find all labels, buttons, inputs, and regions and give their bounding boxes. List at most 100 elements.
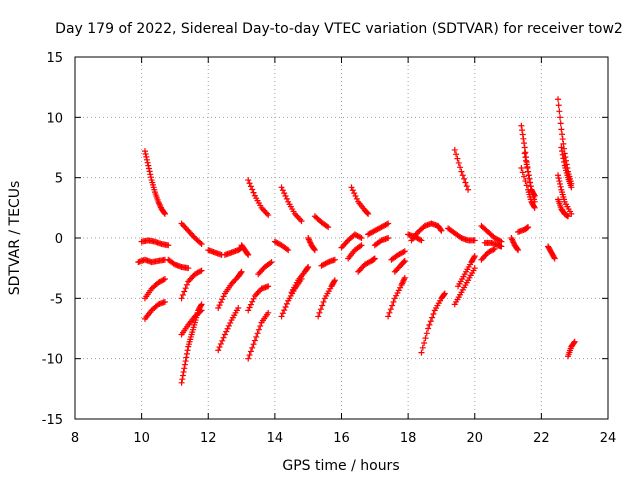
data-point — [391, 295, 398, 302]
data-point — [278, 313, 285, 320]
data-point — [331, 256, 338, 263]
data-point — [249, 344, 256, 351]
series-arc44 — [478, 222, 505, 245]
data-point — [463, 183, 470, 190]
data-point — [184, 347, 191, 354]
data-point — [555, 96, 562, 103]
data-point — [145, 162, 152, 169]
data-point — [224, 325, 231, 332]
data-point — [454, 155, 461, 162]
series-arc17 — [245, 283, 272, 314]
x-axis-label: GPS time / hours — [282, 458, 399, 474]
data-point — [421, 339, 428, 346]
data-point — [523, 182, 530, 189]
data-point — [558, 126, 565, 133]
data-point — [178, 379, 185, 386]
data-point — [556, 108, 563, 115]
data-point — [471, 253, 478, 260]
data-point — [247, 301, 254, 308]
data-point — [265, 283, 272, 290]
y-tick-label: -10 — [42, 353, 63, 368]
series-arc42 — [451, 265, 478, 308]
data-point — [515, 247, 522, 254]
data-point — [323, 223, 330, 230]
series-arc28 — [348, 184, 372, 217]
data-point — [385, 220, 392, 227]
series-arc01 — [141, 148, 168, 217]
data-point — [551, 255, 558, 262]
data-point — [255, 326, 262, 333]
series-arc08 — [178, 267, 205, 302]
data-point — [146, 168, 153, 175]
x-tick-label: 10 — [133, 431, 150, 446]
data-point — [556, 178, 563, 185]
data-point — [182, 285, 189, 292]
data-point — [521, 173, 528, 180]
data-point — [183, 350, 190, 357]
data-point — [565, 213, 572, 220]
series-arc46 — [478, 245, 498, 263]
data-point — [225, 322, 232, 329]
data-point — [531, 204, 538, 211]
data-point — [323, 259, 330, 266]
data-point — [514, 246, 521, 253]
data-point — [198, 307, 205, 314]
data-point — [385, 235, 392, 241]
data-point — [147, 171, 154, 178]
data-point — [246, 352, 253, 359]
data-point — [491, 245, 498, 252]
data-point — [267, 260, 274, 267]
data-point — [471, 237, 478, 244]
data-point — [441, 291, 448, 298]
data-point — [283, 246, 290, 253]
data-point — [142, 151, 149, 158]
data-point — [525, 172, 532, 179]
y-tick-label: -5 — [50, 292, 63, 307]
data-point — [438, 227, 445, 234]
x-tick-labels: 8 10 12 14 16 18 20 22 24 — [71, 431, 616, 446]
data-point — [498, 243, 505, 250]
data-point — [423, 330, 430, 337]
data-point — [358, 242, 365, 249]
data-point — [185, 265, 192, 272]
data-point — [145, 165, 152, 172]
data-point — [183, 354, 190, 361]
data-point — [160, 276, 167, 283]
plot-frame — [74, 56, 609, 420]
data-point — [161, 210, 168, 217]
data-point — [561, 158, 568, 165]
series-arc55 — [555, 172, 575, 217]
data-point — [523, 161, 530, 168]
data-point — [401, 248, 408, 255]
data-point — [316, 309, 323, 316]
data-point — [441, 290, 448, 297]
series-arc13 — [215, 268, 245, 311]
series-arc49 — [521, 150, 538, 199]
data-point — [393, 292, 400, 299]
series-arc45 — [481, 239, 505, 250]
data-point — [387, 306, 394, 313]
series-arc39 — [418, 290, 448, 356]
x-tick-label: 14 — [267, 431, 284, 446]
series-arc40 — [451, 146, 472, 193]
data-point — [278, 184, 285, 191]
data-point — [251, 337, 258, 344]
y-tick-label: 10 — [46, 111, 63, 126]
data-point — [425, 325, 432, 332]
data-point — [254, 330, 261, 337]
data-point — [429, 314, 436, 321]
data-point — [555, 175, 562, 182]
data-point — [257, 323, 264, 330]
data-point — [220, 293, 227, 300]
data-point — [568, 184, 575, 191]
data-point — [253, 333, 260, 340]
data-point — [268, 259, 275, 266]
series-arc36 — [391, 257, 408, 275]
data-point — [282, 304, 289, 311]
y-tick-label: -15 — [42, 413, 63, 428]
data-point — [430, 311, 437, 318]
data-point — [215, 304, 222, 311]
series-arc15 — [245, 177, 272, 219]
data-point — [250, 189, 257, 196]
data-point — [245, 177, 252, 184]
